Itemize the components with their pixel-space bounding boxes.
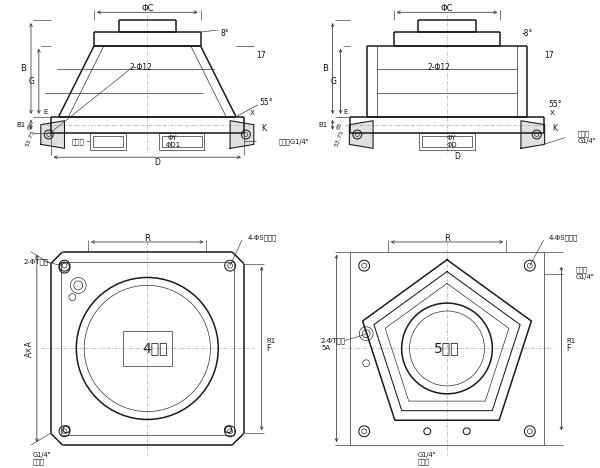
Text: R: R bbox=[444, 234, 450, 242]
Text: 2-Φ12: 2-Φ12 bbox=[427, 63, 450, 72]
Text: 出水孔: 出水孔 bbox=[418, 459, 430, 465]
Text: ΦC: ΦC bbox=[441, 4, 453, 13]
Text: 17: 17 bbox=[256, 51, 265, 60]
Text: A×A: A×A bbox=[25, 340, 34, 357]
Text: 17: 17 bbox=[545, 51, 554, 60]
Text: ΦY: ΦY bbox=[447, 135, 457, 141]
Polygon shape bbox=[41, 121, 64, 148]
Text: G1/4": G1/4" bbox=[33, 452, 52, 458]
Polygon shape bbox=[349, 121, 373, 148]
Text: 55°: 55° bbox=[260, 98, 274, 108]
Text: X: X bbox=[250, 110, 254, 116]
Text: 5A: 5A bbox=[322, 345, 331, 351]
Text: 8°: 8° bbox=[220, 29, 229, 38]
Text: 接线口: 接线口 bbox=[71, 138, 84, 145]
Text: ΦC: ΦC bbox=[141, 4, 154, 13]
Text: 进水孔G1/4": 进水孔G1/4" bbox=[278, 138, 309, 145]
Text: E: E bbox=[343, 109, 347, 115]
Text: 5工位: 5工位 bbox=[434, 342, 460, 356]
Text: K: K bbox=[553, 124, 557, 133]
Text: 2-Φ12: 2-Φ12 bbox=[130, 63, 152, 72]
Text: K: K bbox=[262, 124, 266, 133]
Text: ΦD: ΦD bbox=[446, 142, 457, 148]
Text: B: B bbox=[20, 64, 26, 73]
Text: 4工位: 4工位 bbox=[142, 342, 168, 356]
Text: D: D bbox=[154, 158, 160, 167]
Text: 进水孔
G1/4": 进水孔 G1/4" bbox=[575, 267, 594, 280]
Text: ΦY: ΦY bbox=[168, 135, 178, 141]
Text: B1: B1 bbox=[319, 122, 328, 128]
Text: X: X bbox=[550, 110, 554, 116]
Text: 出水孔: 出水孔 bbox=[33, 459, 45, 465]
Text: R1: R1 bbox=[266, 337, 276, 344]
Text: 55°: 55° bbox=[548, 101, 562, 110]
Text: 2-ΦT销孔: 2-ΦT销孔 bbox=[321, 337, 346, 344]
Text: 53.75: 53.75 bbox=[25, 129, 37, 147]
Text: -8°: -8° bbox=[522, 29, 533, 38]
Text: 65: 65 bbox=[336, 121, 343, 130]
Polygon shape bbox=[521, 121, 545, 148]
Text: B: B bbox=[322, 64, 328, 73]
Text: R: R bbox=[145, 234, 150, 242]
Text: 2-ΦT销孔: 2-ΦT销孔 bbox=[23, 258, 48, 265]
Text: 65: 65 bbox=[27, 121, 35, 130]
Text: 4-ΦS螺钉孔: 4-ΦS螺钉孔 bbox=[548, 235, 578, 241]
Text: 53.75: 53.75 bbox=[334, 129, 345, 147]
Text: G1/4": G1/4" bbox=[418, 452, 436, 458]
Text: F: F bbox=[566, 344, 571, 353]
Text: R1: R1 bbox=[566, 337, 575, 344]
Text: 4-ΦS螺钉孔: 4-ΦS螺钉孔 bbox=[248, 235, 277, 241]
Text: D: D bbox=[454, 152, 460, 161]
Text: B1: B1 bbox=[17, 122, 26, 128]
Text: G: G bbox=[29, 77, 35, 86]
Text: E: E bbox=[43, 109, 48, 115]
Text: G: G bbox=[331, 77, 337, 86]
Text: F: F bbox=[266, 344, 271, 353]
Text: ΦD1: ΦD1 bbox=[166, 142, 181, 147]
Text: 进水孔
G1/4": 进水孔 G1/4" bbox=[578, 131, 597, 144]
Polygon shape bbox=[230, 121, 254, 148]
